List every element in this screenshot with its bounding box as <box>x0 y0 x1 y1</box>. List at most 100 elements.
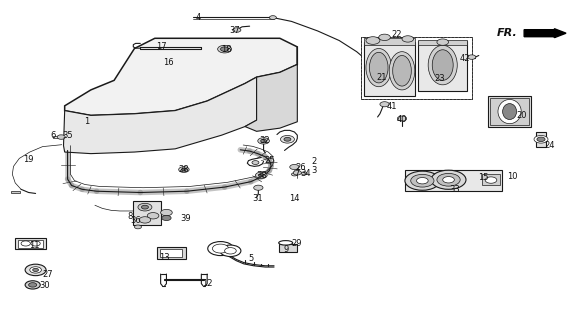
Circle shape <box>442 177 454 183</box>
Text: 25: 25 <box>264 156 275 165</box>
Circle shape <box>254 185 263 190</box>
Text: 7: 7 <box>294 169 300 178</box>
Circle shape <box>31 241 40 246</box>
Circle shape <box>292 173 297 176</box>
Polygon shape <box>364 38 415 45</box>
Polygon shape <box>490 98 529 125</box>
Polygon shape <box>536 132 546 147</box>
Circle shape <box>261 139 266 142</box>
Text: 40: 40 <box>397 115 408 124</box>
Circle shape <box>147 212 159 219</box>
Circle shape <box>29 283 37 287</box>
Circle shape <box>138 203 152 211</box>
Text: 33: 33 <box>449 185 460 194</box>
Text: 29: 29 <box>291 239 301 248</box>
Polygon shape <box>160 249 182 258</box>
Text: 22: 22 <box>391 30 402 39</box>
Text: 20: 20 <box>516 111 526 120</box>
Polygon shape <box>405 170 502 191</box>
Ellipse shape <box>279 241 293 245</box>
Text: 36: 36 <box>130 216 141 225</box>
Circle shape <box>402 36 413 42</box>
Circle shape <box>220 245 241 257</box>
Text: 28: 28 <box>178 165 189 174</box>
Text: 19: 19 <box>23 155 34 164</box>
Polygon shape <box>364 42 415 96</box>
Circle shape <box>255 172 267 179</box>
Text: 3: 3 <box>311 166 317 175</box>
Text: 34: 34 <box>301 169 311 178</box>
Circle shape <box>411 174 434 187</box>
Circle shape <box>537 137 545 141</box>
Circle shape <box>217 45 231 53</box>
Text: 18: 18 <box>221 44 231 54</box>
Text: 5: 5 <box>248 254 254 263</box>
Ellipse shape <box>498 100 521 124</box>
Polygon shape <box>418 40 467 45</box>
Polygon shape <box>157 247 185 260</box>
Text: 24: 24 <box>544 141 554 150</box>
Text: 26: 26 <box>295 163 305 172</box>
Polygon shape <box>279 244 297 252</box>
Text: 23: 23 <box>434 74 445 83</box>
Circle shape <box>437 39 448 45</box>
Circle shape <box>162 215 171 220</box>
Circle shape <box>301 172 307 175</box>
Text: 35: 35 <box>62 131 73 140</box>
Ellipse shape <box>428 45 457 85</box>
Circle shape <box>57 135 65 139</box>
Polygon shape <box>245 47 297 131</box>
Text: 6: 6 <box>50 131 56 140</box>
Circle shape <box>431 170 466 189</box>
Text: 12: 12 <box>202 279 212 288</box>
Text: 8: 8 <box>127 212 132 221</box>
Circle shape <box>25 264 46 276</box>
Text: 32: 32 <box>259 136 269 145</box>
Circle shape <box>178 167 189 172</box>
Circle shape <box>379 34 391 41</box>
Text: 13: 13 <box>159 253 170 262</box>
Bar <box>361 37 472 100</box>
Circle shape <box>208 242 233 256</box>
Circle shape <box>534 135 548 143</box>
Circle shape <box>437 173 460 186</box>
Circle shape <box>33 268 38 271</box>
Ellipse shape <box>370 52 388 83</box>
Polygon shape <box>488 96 531 126</box>
Circle shape <box>252 161 259 164</box>
Circle shape <box>293 171 301 175</box>
Text: 16: 16 <box>163 58 174 67</box>
Circle shape <box>258 138 269 144</box>
Circle shape <box>416 178 428 184</box>
Circle shape <box>269 16 276 20</box>
Polygon shape <box>418 42 467 91</box>
Ellipse shape <box>503 104 517 120</box>
FancyArrow shape <box>524 29 566 38</box>
Circle shape <box>398 116 407 121</box>
Circle shape <box>366 37 380 44</box>
Text: 39: 39 <box>180 214 191 223</box>
Text: 17: 17 <box>156 42 167 52</box>
Text: 38: 38 <box>256 171 266 180</box>
Text: 15: 15 <box>478 173 489 182</box>
Circle shape <box>25 281 40 289</box>
Polygon shape <box>15 238 46 249</box>
Bar <box>361 37 472 100</box>
Text: 9: 9 <box>283 245 289 254</box>
Text: 1: 1 <box>84 117 89 126</box>
Polygon shape <box>18 240 43 248</box>
Circle shape <box>258 174 264 177</box>
Text: 10: 10 <box>507 172 518 181</box>
Text: 4: 4 <box>196 13 201 22</box>
Text: 30: 30 <box>39 281 50 290</box>
Circle shape <box>468 55 476 59</box>
Text: 41: 41 <box>387 102 397 111</box>
Polygon shape <box>64 77 257 154</box>
Ellipse shape <box>366 49 392 87</box>
Circle shape <box>224 248 236 254</box>
Circle shape <box>139 217 151 223</box>
Circle shape <box>405 171 440 190</box>
Text: 37: 37 <box>229 27 240 36</box>
Polygon shape <box>134 201 161 225</box>
Text: 21: 21 <box>377 73 387 82</box>
